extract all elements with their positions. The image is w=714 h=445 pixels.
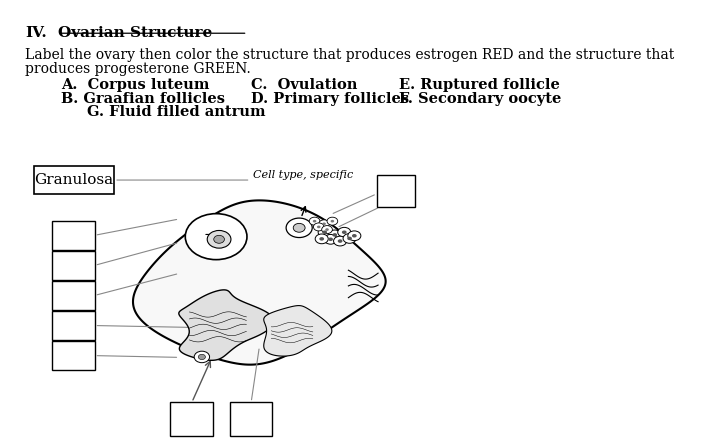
Circle shape (348, 231, 361, 241)
Bar (230, 402, 273, 436)
Text: A.  Corpus luteum: A. Corpus luteum (61, 78, 209, 92)
Circle shape (338, 239, 343, 243)
Circle shape (347, 237, 352, 240)
Text: B. Graafian follicles: B. Graafian follicles (61, 92, 225, 105)
Circle shape (331, 220, 334, 222)
Circle shape (315, 234, 328, 244)
Circle shape (293, 223, 305, 232)
Circle shape (352, 234, 357, 238)
Circle shape (309, 217, 320, 225)
Text: E. Ruptured follicle: E. Ruptured follicle (399, 78, 560, 92)
Circle shape (318, 220, 329, 228)
Polygon shape (133, 200, 386, 364)
Polygon shape (263, 306, 332, 356)
Circle shape (313, 223, 324, 231)
Text: F. Secondary oocyte: F. Secondary oocyte (399, 92, 561, 105)
Circle shape (326, 228, 329, 231)
Circle shape (328, 230, 341, 240)
Bar (52, 251, 94, 280)
Circle shape (286, 218, 312, 238)
Circle shape (194, 351, 210, 363)
Bar (52, 281, 94, 310)
Circle shape (313, 220, 316, 222)
Circle shape (322, 222, 326, 225)
Circle shape (343, 234, 356, 243)
Bar (171, 402, 213, 436)
Circle shape (198, 354, 206, 360)
Circle shape (322, 231, 327, 234)
Circle shape (324, 235, 337, 244)
Text: C.  Ovulation: C. Ovulation (251, 78, 357, 92)
Text: IV.: IV. (25, 26, 47, 40)
Text: D. Primary follicles: D. Primary follicles (251, 92, 408, 105)
Circle shape (213, 235, 224, 243)
Circle shape (318, 227, 331, 237)
Text: Ovarian Structure: Ovarian Structure (58, 26, 212, 40)
Circle shape (319, 237, 324, 241)
Polygon shape (178, 290, 273, 360)
Bar (34, 166, 114, 194)
Text: Cell type, specific: Cell type, specific (253, 170, 353, 180)
Circle shape (185, 214, 247, 259)
Bar (377, 175, 416, 207)
Circle shape (342, 231, 346, 234)
Text: Label the ovary then color the structure that produces estrogen RED and the stru: Label the ovary then color the structure… (25, 48, 674, 62)
Circle shape (338, 227, 351, 237)
Bar (52, 312, 94, 340)
Circle shape (207, 231, 231, 248)
Text: G. Fluid filled antrum: G. Fluid filled antrum (87, 105, 266, 119)
Text: Granulosa: Granulosa (34, 173, 114, 187)
Circle shape (317, 226, 321, 228)
Circle shape (333, 236, 346, 246)
Bar (52, 221, 94, 250)
Circle shape (328, 238, 333, 241)
Text: produces progesterone GREEN.: produces progesterone GREEN. (25, 62, 251, 77)
Circle shape (327, 217, 338, 225)
Circle shape (333, 233, 337, 237)
Bar (52, 341, 94, 370)
Circle shape (322, 226, 333, 234)
